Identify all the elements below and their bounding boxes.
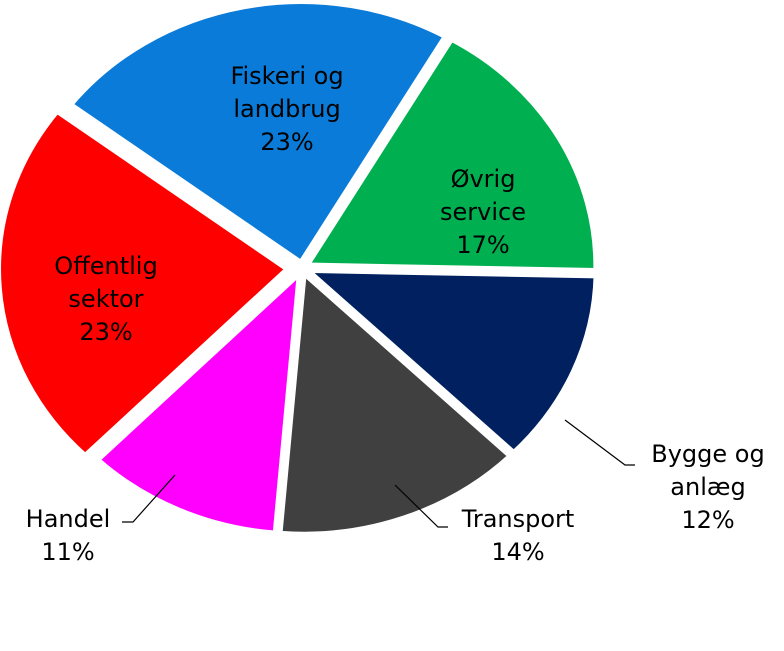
value-label: 12%: [681, 506, 735, 534]
slice-label: Bygge og anlæg 12%: [643, 438, 773, 537]
category-label: Transport: [461, 505, 575, 533]
leader-line: [122, 474, 176, 523]
category-label: Handel: [25, 505, 111, 533]
slice-label: Handel 11%: [13, 503, 123, 569]
category-label: Fiskeri og landbrug: [230, 62, 344, 123]
leader-line: [394, 484, 448, 528]
pie-slice: [300, 34, 600, 275]
pie-slice: [65, 0, 451, 268]
slice-label: Transport 14%: [433, 503, 603, 569]
slice-label: Øvrig service 17%: [418, 163, 548, 262]
value-label: 14%: [491, 538, 545, 566]
pie-slice: [276, 266, 516, 538]
category-label: Bygge og anlæg: [651, 440, 765, 501]
category-label: Offentlig sektor: [54, 252, 158, 313]
pie-slice: [92, 265, 304, 537]
slice-label: Offentlig sektor 23%: [36, 250, 176, 349]
category-label: Øvrig service: [440, 165, 526, 226]
pie-slice: [298, 266, 600, 458]
pie-slice: [0, 106, 293, 461]
value-label: 11%: [41, 538, 95, 566]
value-label: 17%: [456, 231, 510, 259]
leader-line: [564, 419, 635, 466]
value-label: 23%: [260, 128, 314, 156]
slice-label: Fiskeri og landbrug 23%: [202, 60, 372, 159]
value-label: 23%: [79, 318, 133, 346]
